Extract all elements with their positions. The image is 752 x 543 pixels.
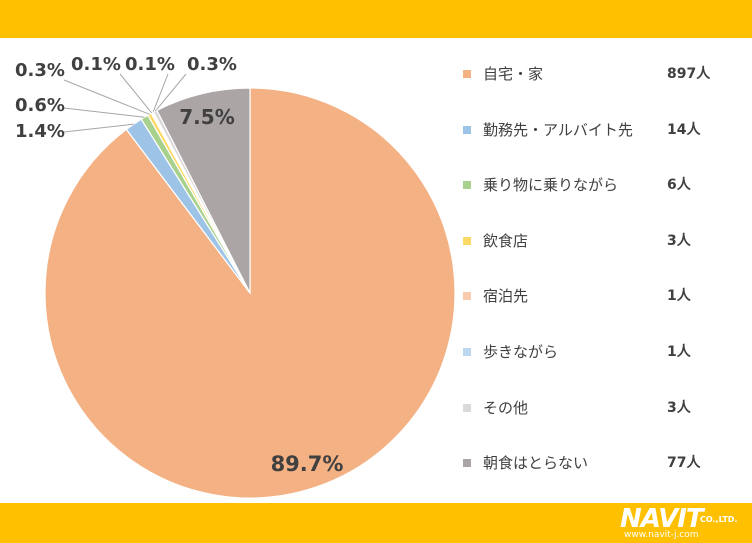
legend-label: 宿泊先 — [483, 287, 529, 306]
legend-label: 飲食店 — [483, 231, 529, 250]
logo-url: www.navit-j.com — [624, 530, 699, 540]
legend-count: 1人 — [667, 344, 691, 360]
legend-label: 自宅・家 — [483, 65, 544, 83]
legend-item: 乗り物に乗りながら 6人 — [463, 173, 743, 197]
bottom-banner — [0, 503, 752, 543]
logo-name: NAVIT — [620, 504, 704, 534]
slice-percent-label: 0.6% — [15, 95, 65, 116]
legend-count: 3人 — [667, 232, 691, 249]
legend-count: 6人 — [667, 177, 691, 194]
legend-count: 1人 — [667, 288, 691, 305]
legend-item: 宿泊先 1人 — [463, 284, 743, 308]
legend-label: 朝食はとらない — [483, 454, 589, 473]
legend-count: 897人 — [667, 66, 711, 82]
slice-percent-label: 1.4% — [15, 121, 65, 142]
legend-swatch — [463, 125, 471, 134]
legend-count: 3人 — [667, 399, 691, 416]
legend-swatch — [463, 348, 471, 356]
pie-slice — [156, 87, 251, 294]
leader-line — [63, 123, 134, 133]
legend-label: 勤務先・アルバイト先 — [483, 120, 633, 139]
top-banner — [0, 0, 752, 38]
slice-percent-label: 0.3% — [15, 60, 65, 81]
leader-line — [63, 107, 145, 118]
legend-item: 歩きながら 1人 — [463, 340, 743, 364]
slice-percent-label: 89.7% — [271, 452, 344, 476]
pie-chart: 89.7% 1.4% 0.6% 0.3% 0.1% 0.1% 0.3% 7.5% — [15, 54, 456, 499]
legend-label: 乗り物に乗りながら — [483, 176, 619, 195]
legend-count: 77人 — [667, 455, 701, 472]
leader-line — [119, 73, 153, 114]
slice-percent-label: 0.1% — [125, 54, 175, 75]
slice-percent-label: 7.5% — [179, 105, 234, 129]
legend-label: 歩きながら — [483, 343, 559, 361]
legend-swatch — [463, 292, 471, 301]
legend-swatch — [463, 70, 471, 78]
legend-swatch — [463, 236, 471, 245]
leader-line — [152, 73, 169, 113]
slice-percent-label: 0.1% — [71, 54, 121, 75]
legend-item: その他 3人 — [463, 396, 743, 420]
leader-line — [154, 73, 187, 112]
slice-percent-label: 0.3% — [187, 54, 237, 75]
legend-label: その他 — [483, 398, 529, 417]
legend-item: 自宅・家 897人 — [463, 62, 743, 86]
legend-swatch — [463, 459, 471, 468]
legend-item: 朝食はとらない 77人 — [463, 451, 743, 475]
navit-logo: NAVIT CO.,LTD. www.navit-j.com — [620, 505, 748, 541]
legend-item: 勤務先・アルバイト先 14人 — [463, 118, 743, 142]
legend-count: 14人 — [667, 121, 701, 138]
legend-item: 飲食店 3人 — [463, 229, 743, 253]
legend-swatch — [463, 403, 471, 412]
legend-swatch — [463, 181, 471, 190]
leader-line — [63, 79, 150, 115]
logo-suffix: CO.,LTD. — [700, 515, 738, 524]
